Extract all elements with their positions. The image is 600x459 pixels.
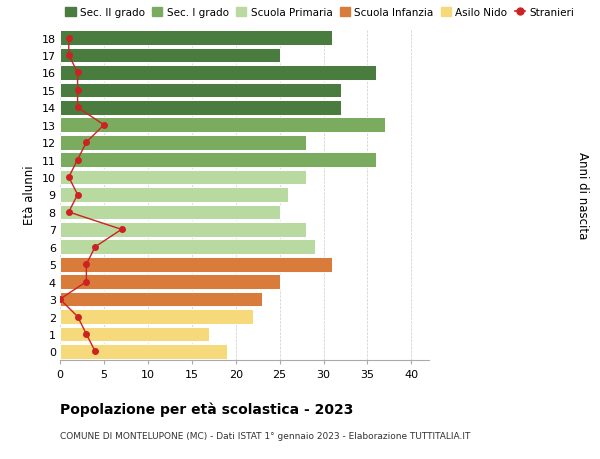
Bar — [60, 257, 332, 272]
Bar — [60, 240, 315, 255]
Bar — [60, 344, 227, 359]
Bar — [60, 66, 376, 81]
Bar — [60, 292, 262, 307]
Bar — [60, 223, 306, 237]
Bar — [60, 31, 332, 46]
Bar — [60, 101, 341, 116]
Legend: Sec. II grado, Sec. I grado, Scuola Primaria, Scuola Infanzia, Asilo Nido, Stran: Sec. II grado, Sec. I grado, Scuola Prim… — [65, 8, 574, 18]
Y-axis label: Età alunni: Età alunni — [23, 165, 36, 225]
Bar — [60, 135, 306, 150]
Bar — [60, 309, 253, 324]
Bar — [60, 153, 376, 168]
Bar — [60, 205, 280, 220]
Bar — [60, 274, 280, 290]
Bar — [60, 49, 280, 63]
Text: Popolazione per età scolastica - 2023: Popolazione per età scolastica - 2023 — [60, 402, 353, 416]
Text: COMUNE DI MONTELUPONE (MC) - Dati ISTAT 1° gennaio 2023 - Elaborazione TUTTITALI: COMUNE DI MONTELUPONE (MC) - Dati ISTAT … — [60, 431, 470, 441]
Text: Anni di nascita: Anni di nascita — [577, 151, 589, 239]
Bar — [60, 327, 209, 341]
Bar — [60, 118, 385, 133]
Bar — [60, 170, 306, 185]
Bar — [60, 84, 341, 98]
Bar — [60, 188, 289, 202]
